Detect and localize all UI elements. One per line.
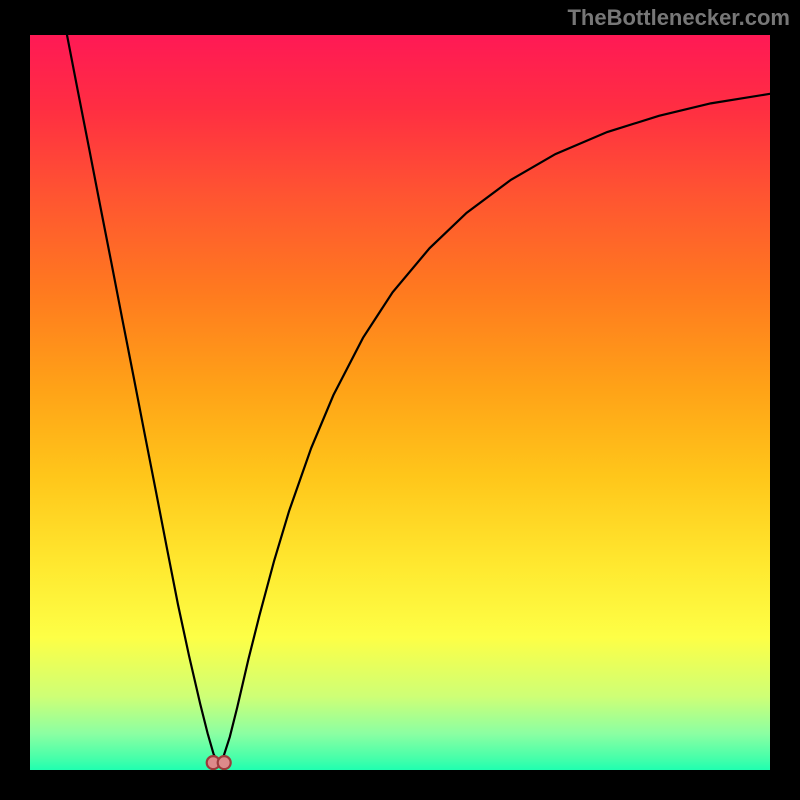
plot-area <box>30 35 770 770</box>
chart-svg <box>30 35 770 770</box>
figure-root: TheBottlenecker.com <box>0 0 800 800</box>
optimum-marker <box>207 756 231 769</box>
gradient-background <box>30 35 770 770</box>
watermark-text: TheBottlenecker.com <box>567 5 790 31</box>
